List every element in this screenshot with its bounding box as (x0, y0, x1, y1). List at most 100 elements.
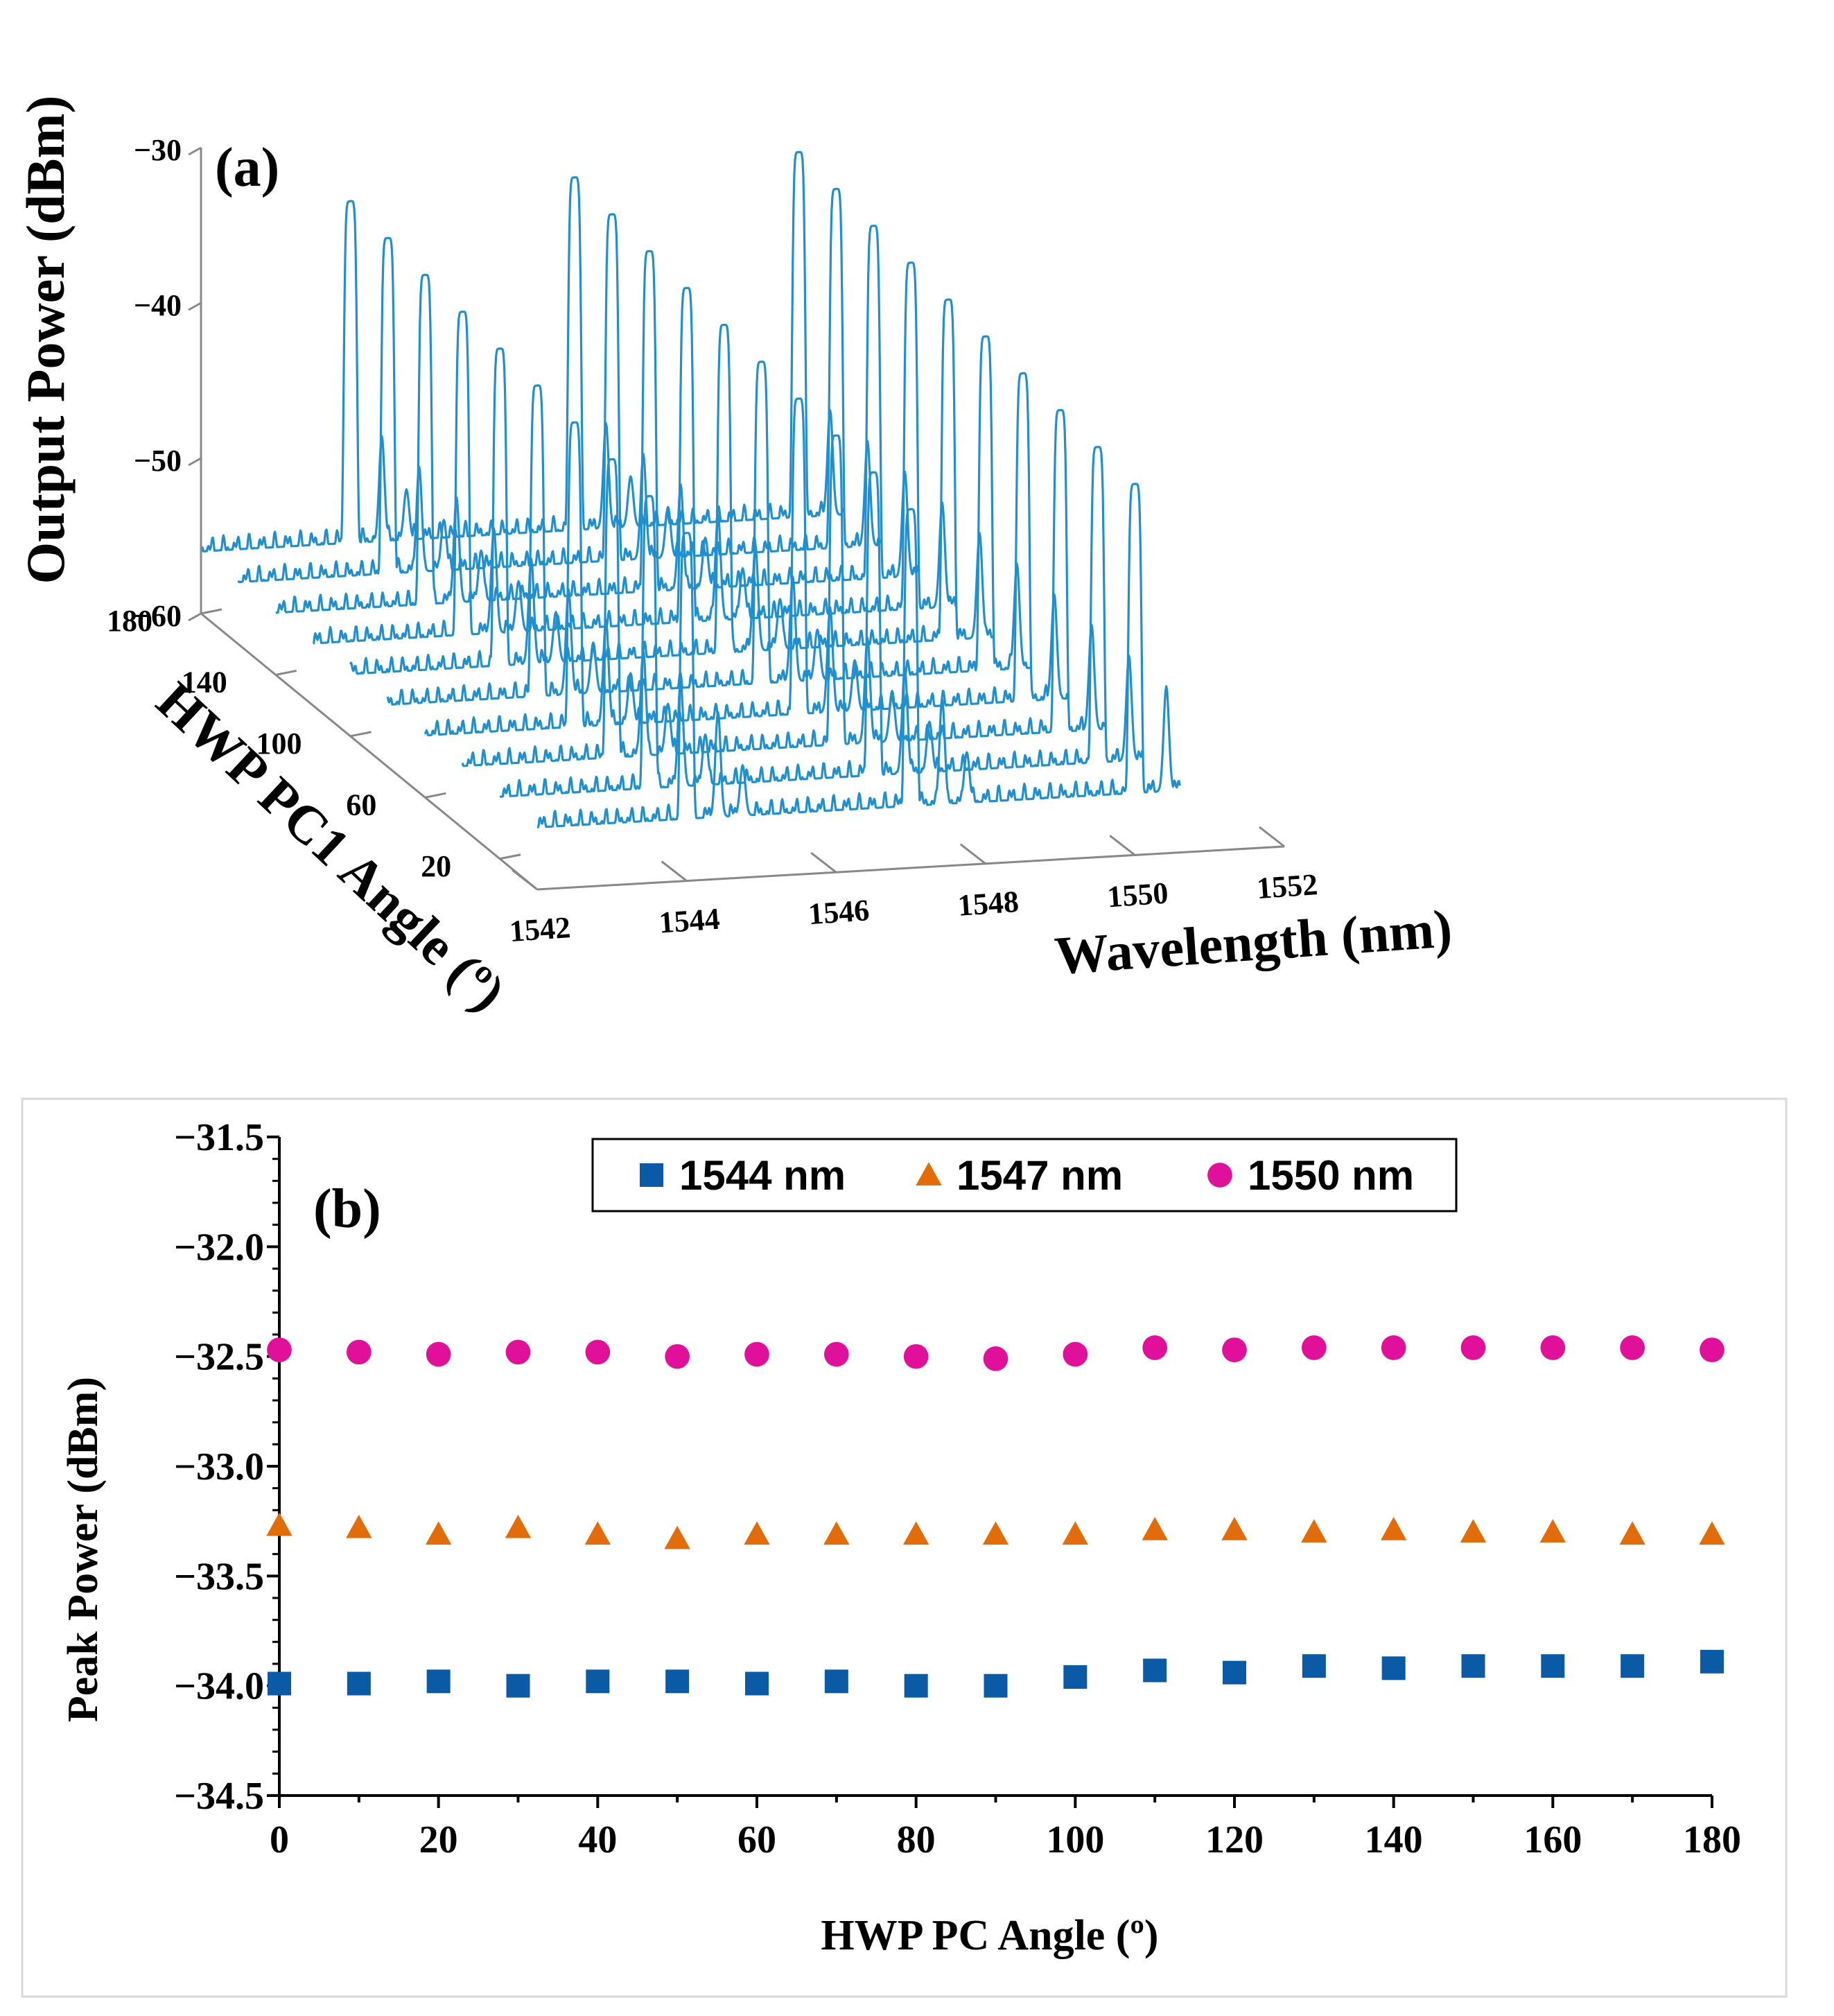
data-point (1539, 1519, 1566, 1543)
x-tick-label: 40 (578, 1818, 617, 1861)
data-point (745, 1671, 769, 1696)
data-point (267, 1337, 292, 1363)
data-point (268, 1671, 291, 1696)
data-point (1143, 1658, 1167, 1683)
x-tick-label: 1550 (1106, 876, 1169, 914)
spectrum-trace-9 (499, 446, 1144, 798)
x-tick-label: 1546 (807, 893, 871, 931)
data-point (584, 1521, 611, 1545)
data-point (505, 1339, 531, 1365)
y-tick-label: −33.0 (174, 1445, 264, 1488)
spectrum-trace-2 (237, 187, 882, 584)
data-point (506, 1674, 530, 1698)
y-tick (499, 853, 521, 860)
data-point (1301, 1335, 1327, 1360)
y-tick (425, 792, 446, 799)
spectrum-trace-1 (200, 150, 845, 553)
x-tick-label: 20 (419, 1818, 458, 1861)
data-point (1063, 1665, 1088, 1689)
z-tick (188, 302, 202, 311)
data-point (665, 1669, 690, 1694)
x-tick-label: 80 (897, 1818, 936, 1861)
y-tick-label: −34.5 (174, 1775, 264, 1818)
data-point (744, 1521, 770, 1545)
data-point (1381, 1656, 1406, 1680)
data-point (426, 1341, 451, 1367)
data-point (585, 1339, 611, 1365)
spectrum-trace-8 (461, 409, 1106, 767)
data-point (824, 1669, 848, 1694)
spectrum-trace-7 (423, 372, 1069, 737)
panel-b-label: (b) (313, 1179, 381, 1240)
data-point (1302, 1654, 1326, 1678)
data-point (984, 1674, 1008, 1698)
spectrum-trace-6 (386, 335, 1031, 706)
data-point (1223, 1660, 1246, 1685)
data-point (1222, 1337, 1247, 1363)
data-point (1142, 1517, 1168, 1540)
y-tick (350, 731, 372, 738)
data-point (1461, 1654, 1485, 1678)
data-point (903, 1344, 929, 1369)
x-axis-line (536, 845, 1285, 891)
x-tick-label: 1544 (658, 902, 721, 940)
z-tick (188, 457, 202, 467)
legend-marker-triangle (916, 1162, 942, 1185)
data-point (1541, 1654, 1565, 1678)
panel-b: −31.5 −32.0 −32.5 −33.0 −33.5 −34.0 −34.50 20 40… (21, 1097, 1788, 1998)
data-point (505, 1514, 532, 1538)
panel-b-points (266, 1335, 1725, 1698)
panel-b-axes: −31.5 −32.0 −32.5 −33.0 −33.5 −34.0 −34.50 20 40… (174, 1116, 1741, 1861)
x-tick-label: 180 (1683, 1818, 1741, 1861)
spectrum-trace-5 (349, 298, 994, 675)
z-tick-label: −30 (134, 133, 182, 167)
data-point (425, 1521, 452, 1545)
data-point (1301, 1519, 1327, 1543)
data-point (1700, 1337, 1724, 1363)
data-point (904, 1674, 928, 1698)
series-1544-nm (268, 1649, 1724, 1698)
data-point (347, 1671, 371, 1696)
data-point (982, 1521, 1009, 1545)
data-point (744, 1341, 769, 1367)
y-tick-label: 60 (346, 788, 376, 822)
data-point (664, 1525, 690, 1549)
data-point (1619, 1521, 1645, 1545)
x-tick (661, 860, 688, 882)
y-tick (200, 608, 222, 615)
z-tick-label: −40 (134, 288, 182, 322)
legend-label: 1550 nm (1248, 1152, 1414, 1199)
x-tick-label: 60 (737, 1818, 776, 1861)
panel-a-z-axis-title: Output Power (dBm) (15, 96, 76, 584)
data-point (1460, 1335, 1486, 1360)
waterfall-traces (200, 150, 1181, 828)
y-tick-label: −31.5 (174, 1116, 264, 1159)
data-point (586, 1669, 610, 1694)
y-axis-line (200, 612, 538, 891)
x-tick (1109, 835, 1136, 856)
y-tick-label: −33.5 (174, 1555, 264, 1598)
data-point (1620, 1335, 1645, 1360)
x-tick-label: 1552 (1255, 867, 1318, 905)
data-point (1221, 1517, 1248, 1540)
data-point (983, 1346, 1008, 1371)
data-point (823, 1521, 850, 1545)
series-1547-nm (266, 1512, 1725, 1549)
panel-a-label: (a) (215, 137, 279, 198)
x-tick-label: 1548 (957, 885, 1020, 923)
x-tick-label: 100 (1046, 1818, 1104, 1861)
data-point (823, 1341, 849, 1367)
data-point (346, 1514, 372, 1538)
data-point (902, 1521, 929, 1545)
y-tick-label: 140 (182, 665, 227, 699)
x-tick-label: 160 (1523, 1818, 1582, 1861)
data-point (266, 1512, 292, 1536)
legend-label: 1547 nm (957, 1152, 1123, 1199)
x-tick-label: 0 (270, 1818, 289, 1861)
spectrum-trace-4 (313, 261, 957, 645)
z-tick (188, 146, 202, 156)
y-tick-label: 100 (256, 727, 302, 761)
series-1550-nm (267, 1335, 1724, 1371)
legend: 1544 nm 1547 nm 1550 nm (591, 1138, 1458, 1213)
